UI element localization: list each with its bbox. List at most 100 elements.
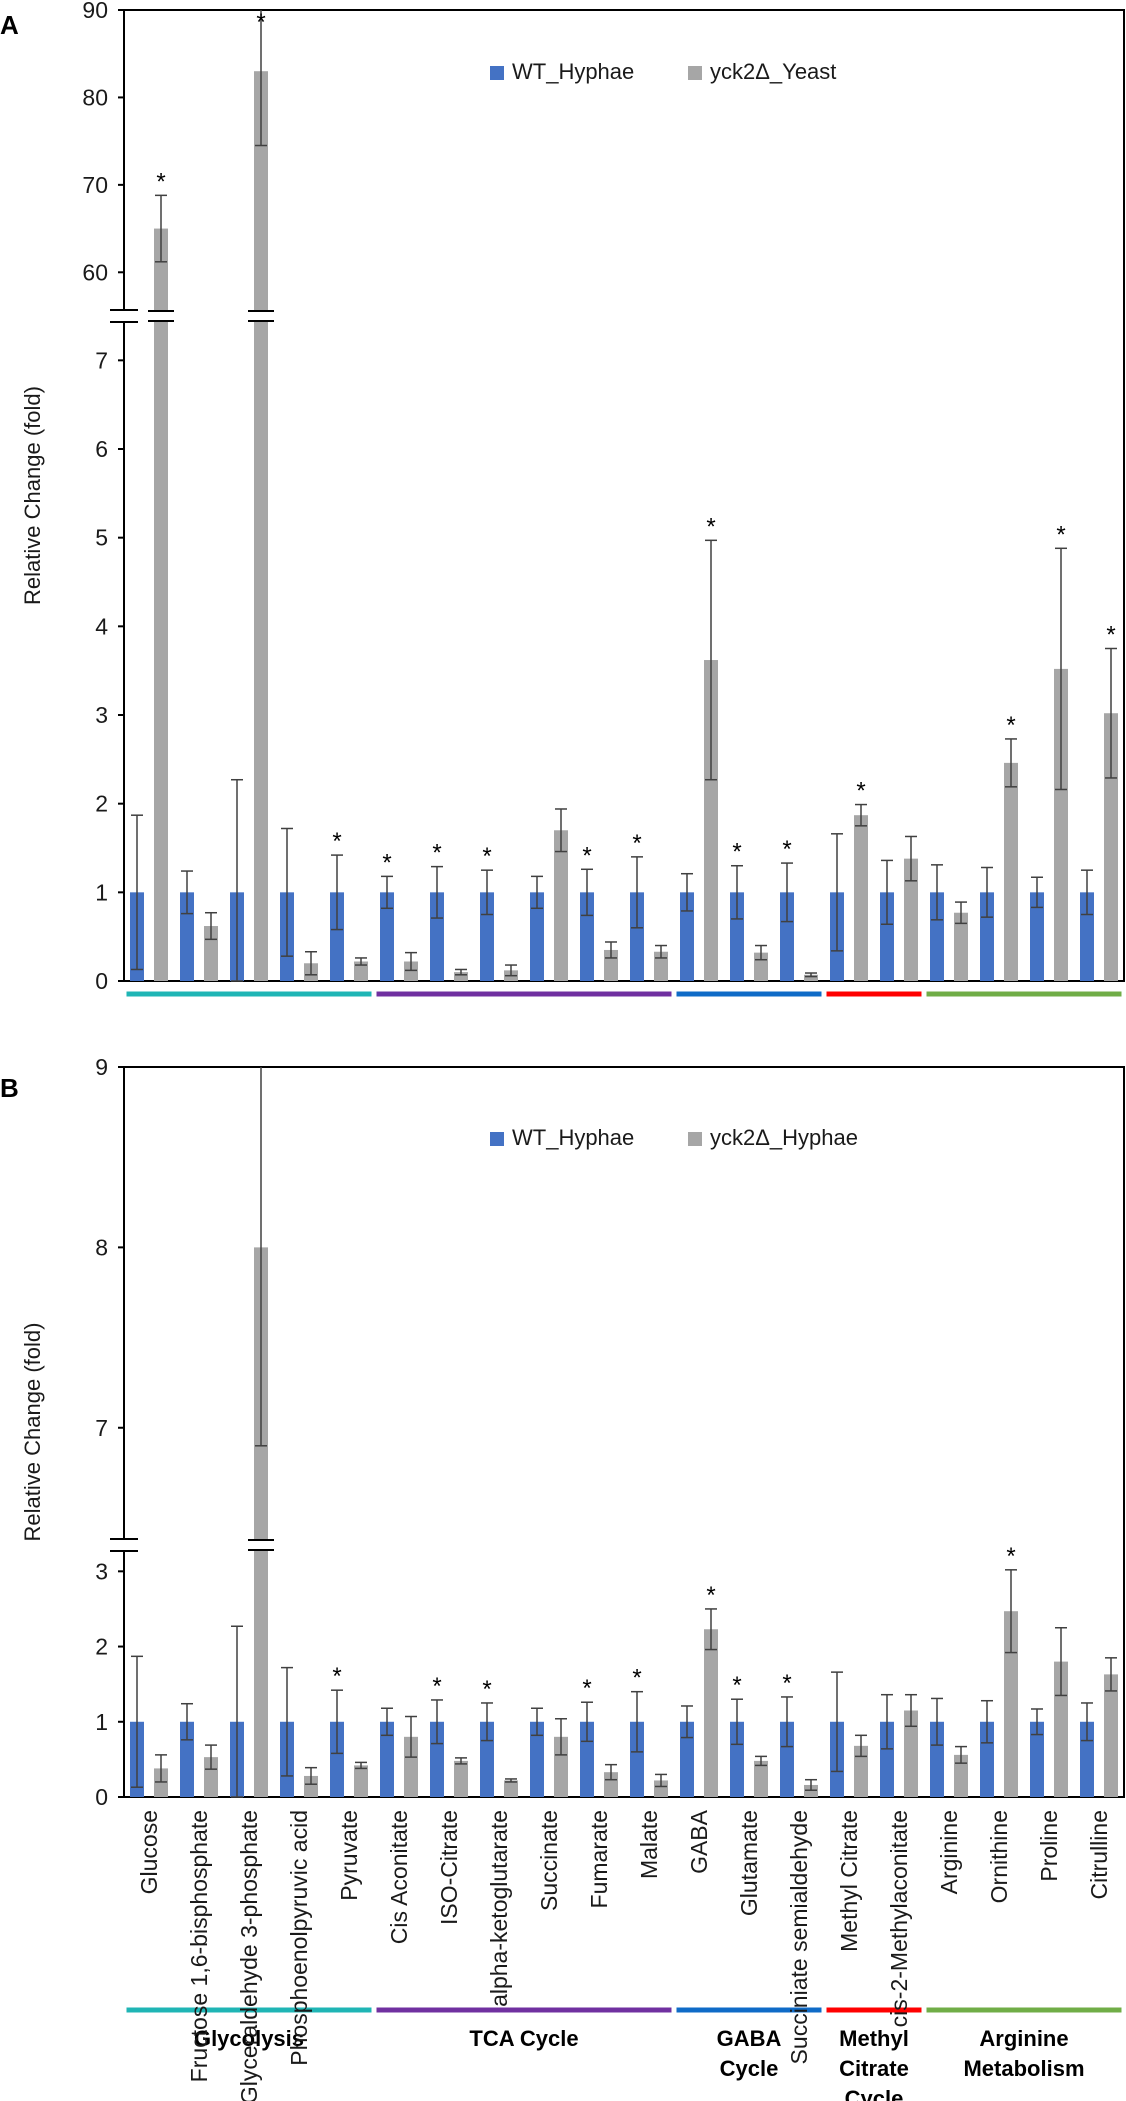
significance-star: *: [856, 778, 865, 805]
bar-mutant: [904, 858, 918, 981]
category-label: alpha-ketoglutarate: [486, 1810, 512, 2007]
significance-star: *: [632, 830, 641, 857]
bar-mutant: [554, 830, 568, 981]
significance-star: *: [582, 842, 591, 869]
y-tick-label: 2: [95, 791, 108, 817]
bar-wt: [380, 892, 394, 981]
bar-wt: [430, 1721, 444, 1797]
bar-mutant: [404, 961, 418, 981]
significance-star: *: [782, 1670, 791, 1697]
pathway-groups: Glycolysis TCA Cycle GABA Cycle Methyl Citrat…: [126, 991, 1122, 2101]
category-label: GABA: [686, 1809, 712, 1874]
y-tick-label: 9: [95, 1054, 108, 1080]
bar-mutant: [704, 660, 718, 981]
significance-star: *: [432, 1673, 441, 1700]
category-label: Cis Aconitate: [386, 1810, 412, 1944]
bar-wt: [880, 892, 894, 981]
bar-wt: [730, 892, 744, 981]
bar-wt: [680, 1721, 694, 1797]
significance-star: *: [632, 1665, 641, 1692]
bar-mutant: [604, 1772, 618, 1797]
axis-break-mark: [110, 1538, 138, 1552]
category-label: Succiniate semialdehyde: [786, 1810, 812, 2064]
significance-star: *: [156, 168, 165, 195]
group-label: Metabolism: [963, 2056, 1084, 2081]
significance-star: *: [1056, 521, 1065, 548]
group-label: Arginine: [979, 2026, 1068, 2051]
y-tick-label: 1: [95, 879, 108, 905]
bar-wt: [630, 892, 644, 981]
bar-wt: [180, 1721, 194, 1797]
significance-star: *: [1106, 622, 1115, 649]
bar-mutant: [554, 1736, 568, 1797]
category-labels: Glucose Fructose 1,6-bisphosphate Glyceral…: [136, 1809, 1112, 2101]
group-label: Citrate: [839, 2056, 909, 2081]
category-label: Citrulline: [1086, 1810, 1112, 1899]
y-tick-label: 4: [95, 613, 108, 639]
y-tick-label: 8: [95, 1234, 108, 1260]
bar-wt: [780, 1721, 794, 1797]
bar-wt: [930, 1721, 944, 1797]
category-label: Proline: [1036, 1810, 1062, 1882]
bar-mutant: [1104, 1674, 1118, 1797]
category-label: Phosphoenolpyruvic acid: [286, 1810, 312, 2066]
category-label: Methyl Citrate: [836, 1810, 862, 1952]
legend-swatch-mutant: [688, 66, 702, 80]
bar-wt: [730, 1721, 744, 1797]
legend-label: yck2Δ_Yeast: [710, 59, 836, 84]
y-tick-label: 3: [95, 702, 108, 728]
category-label: ISO-Citrate: [436, 1810, 462, 1925]
y-tick-label: 0: [95, 1784, 108, 1810]
bar-wt: [630, 1721, 644, 1797]
significance-star: *: [482, 843, 491, 870]
significance-star: *: [732, 1672, 741, 1699]
bar-mutant: [154, 1768, 168, 1797]
significance-star: *: [782, 836, 791, 863]
legend-swatch-mutant: [688, 1132, 702, 1146]
significance-star: *: [482, 1676, 491, 1703]
y-tick-label: 6: [95, 436, 108, 462]
bar-mutant: [1004, 762, 1018, 981]
bar-wt: [680, 892, 694, 981]
group-label: Methyl: [839, 2026, 909, 2051]
y-tick-label: 7: [95, 1415, 108, 1441]
bar-mutant: [804, 974, 818, 981]
bar-mutant: [1004, 1611, 1018, 1797]
bar-mutant: [404, 1736, 418, 1797]
chart-panel-b: B Relative Change (fold) 0 1 2 3 7 8 9 * * * * * * * * * W…: [0, 1054, 1125, 1810]
group-label: TCA Cycle: [469, 2026, 578, 2051]
bar-break-gap: [150, 311, 172, 321]
bar-wt: [330, 1721, 344, 1797]
bar-wt: [980, 1721, 994, 1797]
bar-mutant: [954, 912, 968, 981]
bar-wt: [580, 1721, 594, 1797]
category-label: Pyruvate: [336, 1810, 362, 1901]
y-tick-label: 2: [95, 1634, 108, 1660]
significance-star: *: [1006, 1543, 1015, 1570]
bar-mutant: [454, 1760, 468, 1797]
bar-wt: [330, 892, 344, 981]
y-tick-label: 3: [95, 1558, 108, 1584]
significance-star: *: [706, 1582, 715, 1609]
significance-star: *: [256, 9, 265, 36]
bar-wt: [180, 892, 194, 981]
axis-break-gap: [112, 1539, 136, 1551]
y-axis-label: Relative Change (fold): [20, 1323, 45, 1542]
bar-mutant: [654, 951, 668, 981]
bar-mutant: [904, 1710, 918, 1797]
y-tick-label: 90: [82, 0, 108, 23]
significance-star: *: [332, 828, 341, 855]
category-label: Fructose 1,6-bisphosphate: [186, 1810, 212, 2082]
bar-wt: [430, 892, 444, 981]
bar-wt: [530, 1721, 544, 1797]
group-label: Glycolysis: [194, 2026, 304, 2051]
significance-star: *: [332, 1663, 341, 1690]
significance-star: *: [382, 849, 391, 876]
category-label: Glyceraldehyde 3-phosphate: [236, 1810, 262, 2101]
bar-wt: [1030, 892, 1044, 981]
bar-mutant: [304, 1775, 318, 1797]
legend-label: WT_Hyphae: [512, 1125, 634, 1150]
group-label: GABA: [717, 2026, 782, 2051]
bar-mutant: [704, 1629, 718, 1797]
